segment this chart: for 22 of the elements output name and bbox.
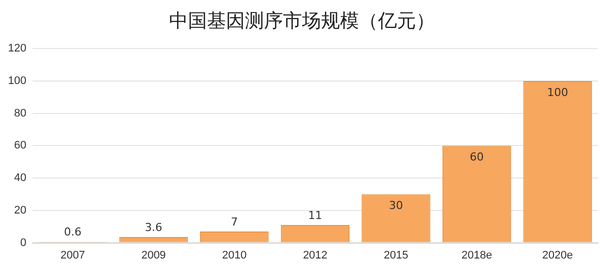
y-tick-label: 100 <box>8 75 26 87</box>
y-tick-label: 0 <box>20 236 26 249</box>
y-tick-label: 40 <box>14 172 26 184</box>
data-label: 0.6 <box>64 226 82 239</box>
x-tick-label: 2018e <box>461 249 492 262</box>
x-tick-label: 2020e <box>542 249 573 262</box>
x-tick-label: 2007 <box>60 249 85 262</box>
x-tick-label: 2009 <box>141 249 166 262</box>
data-label: 30 <box>388 199 403 212</box>
y-tick-label: 120 <box>8 42 26 55</box>
data-label: 60 <box>470 150 484 164</box>
data-label: 100 <box>547 86 568 99</box>
y-tick-label: 60 <box>14 140 26 152</box>
data-label: 7 <box>230 215 238 228</box>
y-tick-label: 80 <box>14 107 26 120</box>
x-tick-label: 2010 <box>222 249 247 262</box>
chart-title: 中国基因测序市场规模（亿元） <box>168 9 436 34</box>
y-tick-label: 20 <box>14 204 26 216</box>
data-label: 11 <box>308 208 322 222</box>
data-label: 3.6 <box>144 220 162 234</box>
x-tick-label: 2012 <box>302 249 328 262</box>
x-tick-label: 2015 <box>384 249 408 262</box>
